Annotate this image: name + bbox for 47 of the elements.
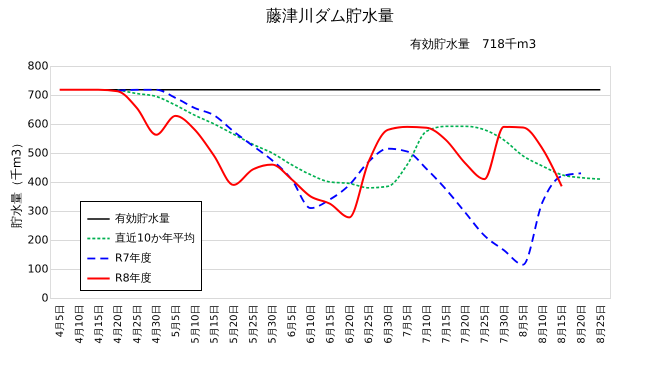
legend-label: R8年度 <box>115 272 152 284</box>
x-tick-label: 7月10日 <box>422 304 434 344</box>
y-tick-label: 600 <box>28 118 48 130</box>
text: 有効貯水量 718千m3 <box>410 37 536 51</box>
legend-label: 有効貯水量 <box>115 212 170 225</box>
x-tick-label: 5月25日 <box>248 304 260 344</box>
y-axis-title: 貯水量（千m3） <box>10 136 24 228</box>
y-tick-label: 800 <box>28 60 48 72</box>
y-tick-label: 100 <box>28 262 48 276</box>
x-tick-label: 8月15日 <box>557 304 568 344</box>
x-tick-label: 4月10日 <box>74 304 86 344</box>
y-tick-label: 300 <box>28 204 48 218</box>
y-tick-label: 500 <box>28 146 48 160</box>
x-tick-label: 4月30日 <box>152 304 163 344</box>
x-tick-label: 4月25日 <box>132 304 144 344</box>
x-tick-label: 7月25日 <box>480 304 491 344</box>
x-tick-label: 8月5日 <box>518 304 530 338</box>
x-tick-label: 7月5日 <box>402 304 414 338</box>
x-tick-label: 4月15日 <box>94 304 105 344</box>
x-tick-label: 5月5日 <box>171 304 182 338</box>
chart-title: 藤津川ダム貯水量 <box>266 6 394 25</box>
y-tick-label: 0 <box>42 292 48 304</box>
line-series <box>116 88 602 189</box>
x-tick-label: 8月10日 <box>538 304 549 344</box>
x-tick-label: 6月30日 <box>383 304 394 344</box>
x-tick-label: 6月25日 <box>364 304 376 344</box>
x-tick-label: 6月20日 <box>344 304 356 344</box>
x-tick-label: 4月5日 <box>55 304 66 338</box>
y-tick-label: 400 <box>28 176 48 188</box>
x-tick-label: 6月15日 <box>326 304 336 344</box>
y-tick-label: 200 <box>28 234 48 246</box>
x-tick-label: 6月10日 <box>306 304 318 344</box>
x-tick-label: 8月25日 <box>596 304 607 344</box>
x-tick-label: 5月15日 <box>210 304 221 344</box>
x-tick-label: 5月30日 <box>268 304 279 344</box>
x-tick-label: 4月20日 <box>113 304 124 344</box>
legend-label: 直近10か年平均 <box>115 232 195 244</box>
x-tick-label: 5月10日 <box>190 304 202 344</box>
x-tick-label: 7月15日 <box>441 304 452 344</box>
x-tick-label: 5月20日 <box>228 304 240 344</box>
legend-label: R7年度 <box>115 252 152 264</box>
x-tick-label: 7月30日 <box>499 304 510 344</box>
x-tick-label: 6月5日 <box>286 304 298 338</box>
x-tick-label: 7月20日 <box>460 304 472 344</box>
line-series <box>116 88 582 266</box>
x-tick-label: 8月20日 <box>576 304 588 344</box>
y-tick-label: 700 <box>28 88 48 102</box>
